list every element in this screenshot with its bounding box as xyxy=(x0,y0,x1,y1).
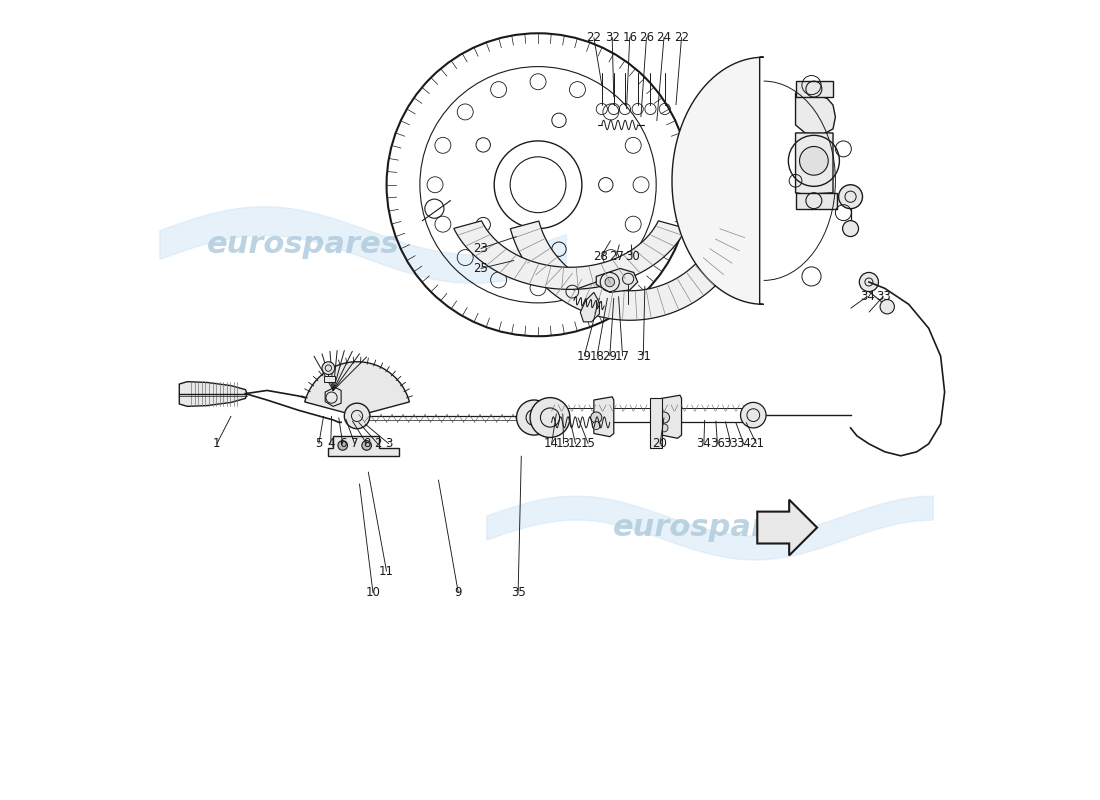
Polygon shape xyxy=(795,81,833,97)
Text: 8: 8 xyxy=(363,438,371,450)
Text: 15: 15 xyxy=(581,438,596,450)
Text: 4: 4 xyxy=(327,438,334,450)
Text: 3: 3 xyxy=(385,438,393,450)
Text: 17: 17 xyxy=(615,350,630,362)
Polygon shape xyxy=(305,362,409,416)
Text: 34: 34 xyxy=(736,438,751,450)
Text: 5: 5 xyxy=(315,438,322,450)
Text: 24: 24 xyxy=(657,30,671,44)
Text: 23: 23 xyxy=(473,242,488,255)
Circle shape xyxy=(591,412,602,423)
Polygon shape xyxy=(795,93,835,135)
Text: 27: 27 xyxy=(608,250,624,263)
Circle shape xyxy=(530,398,570,438)
Text: 30: 30 xyxy=(625,250,639,263)
Circle shape xyxy=(605,278,615,286)
Text: 36: 36 xyxy=(710,438,725,450)
Text: 18: 18 xyxy=(590,350,605,362)
Circle shape xyxy=(800,146,828,175)
Polygon shape xyxy=(661,395,682,438)
Text: 34: 34 xyxy=(696,438,712,450)
Circle shape xyxy=(338,441,348,450)
Text: 9: 9 xyxy=(454,586,462,599)
Text: 32: 32 xyxy=(605,30,619,44)
Text: 21: 21 xyxy=(749,438,764,450)
Polygon shape xyxy=(323,376,334,382)
Text: 22: 22 xyxy=(586,30,602,44)
Polygon shape xyxy=(795,133,833,194)
Text: 16: 16 xyxy=(623,30,637,44)
Circle shape xyxy=(517,400,551,435)
Polygon shape xyxy=(510,221,749,320)
Text: 33: 33 xyxy=(876,290,891,303)
Text: 6: 6 xyxy=(339,438,346,450)
Circle shape xyxy=(838,185,862,209)
Text: 10: 10 xyxy=(365,586,381,599)
Polygon shape xyxy=(326,387,341,406)
Text: 12: 12 xyxy=(568,438,583,450)
Text: 34: 34 xyxy=(860,290,875,303)
Text: 35: 35 xyxy=(510,586,526,599)
Circle shape xyxy=(843,221,858,237)
Polygon shape xyxy=(596,269,638,292)
Text: 11: 11 xyxy=(379,565,394,578)
Text: 13: 13 xyxy=(557,438,571,450)
Text: 20: 20 xyxy=(652,438,668,450)
Polygon shape xyxy=(329,436,398,456)
Polygon shape xyxy=(594,397,614,437)
Circle shape xyxy=(859,273,879,291)
Text: 33: 33 xyxy=(724,438,738,450)
Polygon shape xyxy=(795,193,837,209)
Circle shape xyxy=(880,299,894,314)
Text: 2: 2 xyxy=(374,438,382,450)
Text: 31: 31 xyxy=(636,350,651,362)
Text: eurospares: eurospares xyxy=(613,513,806,542)
Text: 26: 26 xyxy=(639,30,654,44)
Text: 14: 14 xyxy=(544,438,559,450)
Circle shape xyxy=(344,403,370,429)
Text: 29: 29 xyxy=(603,350,617,362)
Circle shape xyxy=(362,441,372,450)
Circle shape xyxy=(592,422,601,430)
Text: 7: 7 xyxy=(351,438,359,450)
Text: 25: 25 xyxy=(473,262,488,275)
Text: 28: 28 xyxy=(594,250,608,263)
Circle shape xyxy=(659,412,670,423)
Polygon shape xyxy=(672,57,763,304)
Polygon shape xyxy=(179,382,248,406)
Polygon shape xyxy=(757,500,817,555)
Polygon shape xyxy=(650,398,661,448)
Text: 19: 19 xyxy=(576,350,592,362)
Circle shape xyxy=(322,362,334,374)
Text: eurospares: eurospares xyxy=(207,230,399,259)
Polygon shape xyxy=(581,292,600,322)
Text: 22: 22 xyxy=(674,30,689,44)
Text: 1: 1 xyxy=(213,438,220,450)
Circle shape xyxy=(740,402,766,428)
Polygon shape xyxy=(454,221,686,290)
Circle shape xyxy=(660,424,668,432)
